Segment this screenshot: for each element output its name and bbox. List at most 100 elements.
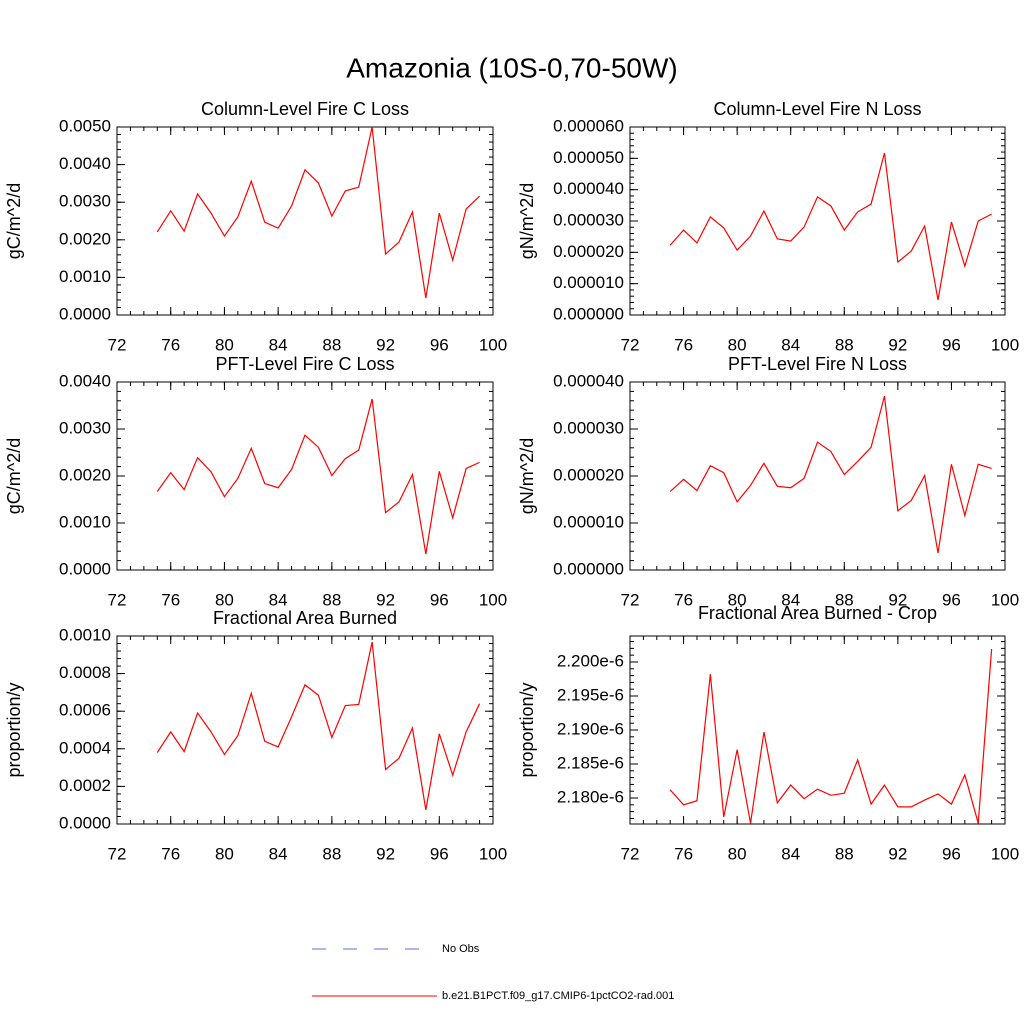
x-tick-label: 84 (781, 590, 800, 609)
plot-frame (116, 381, 494, 571)
y-tick-label: 0.0040 (59, 371, 111, 390)
y-tick-label: 0.0020 (59, 229, 111, 248)
x-tick-label: 92 (888, 590, 907, 609)
x-tick-label: 88 (835, 335, 854, 354)
x-tick-label: 76 (161, 590, 180, 609)
x-tick-label: 84 (269, 590, 288, 609)
y-tick-label: 2.200e-6 (557, 651, 624, 670)
x-tick-label: 92 (376, 590, 395, 609)
x-tick-label: 100 (991, 335, 1019, 354)
y-tick-label: 0.0010 (59, 267, 111, 286)
y-tick-label: 2.185e-6 (557, 753, 624, 772)
y-tick-label: 2.180e-6 (557, 788, 624, 807)
y-tick-label: 0.0030 (59, 418, 111, 437)
x-tick-label: 76 (674, 590, 693, 609)
x-tick-label: 92 (888, 844, 907, 863)
panel-title: PFT-Level Fire N Loss (728, 354, 907, 374)
y-tick-label: 2.195e-6 (557, 685, 624, 704)
x-tick-label: 96 (942, 590, 961, 609)
x-tick-label: 80 (215, 844, 234, 863)
y-axis-label: gN/m^2/d (517, 438, 537, 514)
x-tick-label: 92 (376, 844, 395, 863)
y-axis-label: gN/m^2/d (517, 183, 537, 259)
panel-title: Fractional Area Burned (213, 608, 397, 628)
y-axis-label: gC/m^2/d (4, 183, 24, 259)
y-tick-label: 0.000000 (553, 559, 624, 578)
figure-title: Amazonia (10S-0,70-50W) (346, 52, 677, 83)
x-tick-label: 96 (430, 844, 449, 863)
x-tick-label: 92 (376, 335, 395, 354)
data-line (669, 152, 992, 301)
plot-frame (629, 635, 1006, 825)
plot-frame (116, 126, 494, 316)
data-line (156, 398, 480, 555)
y-tick-label: 0.0000 (59, 304, 111, 323)
x-tick-label: 100 (479, 590, 507, 609)
x-tick-label: 100 (479, 335, 507, 354)
y-tick-label: 0.0000 (59, 813, 111, 832)
x-tick-label: 92 (888, 335, 907, 354)
x-tick-label: 96 (430, 335, 449, 354)
y-tick-label: 0.000030 (553, 210, 624, 229)
x-tick-label: 76 (674, 335, 693, 354)
y-tick-label: 0.000020 (553, 465, 624, 484)
x-tick-label: 84 (269, 844, 288, 863)
y-tick-label: 0.000050 (553, 148, 624, 167)
y-tick-label: 0.000040 (553, 179, 624, 198)
data-line (669, 649, 993, 824)
x-tick-label: 96 (430, 590, 449, 609)
x-tick-label: 88 (835, 590, 854, 609)
panel-title: Fractional Area Burned - Crop (698, 603, 937, 623)
y-tick-label: 0.0020 (59, 465, 111, 484)
x-tick-label: 72 (621, 844, 640, 863)
x-tick-label: 72 (108, 335, 127, 354)
x-tick-label: 88 (322, 335, 341, 354)
x-tick-label: 76 (161, 844, 180, 863)
x-tick-label: 80 (728, 844, 747, 863)
x-tick-label: 72 (621, 590, 640, 609)
y-tick-label: 2.190e-6 (557, 719, 624, 738)
y-tick-label: 0.0050 (59, 116, 111, 135)
plot-frame (116, 635, 494, 825)
legend-label: No Obs (442, 943, 480, 955)
y-tick-label: 0.0008 (59, 663, 111, 682)
x-tick-label: 88 (322, 590, 341, 609)
x-tick-label: 96 (942, 335, 961, 354)
x-tick-label: 84 (269, 335, 288, 354)
x-tick-label: 88 (322, 844, 341, 863)
y-tick-label: 0.0000 (59, 559, 111, 578)
panel-title: Column-Level Fire N Loss (713, 99, 921, 119)
y-tick-label: 0.000010 (553, 273, 624, 292)
x-tick-label: 100 (991, 590, 1019, 609)
y-axis-label: gC/m^2/d (4, 438, 24, 514)
y-tick-label: 0.000030 (553, 418, 624, 437)
y-tick-label: 0.0010 (59, 625, 111, 644)
legend-label: b.e21.B1PCT.f09_g17.CMIP6-1pctCO2-rad.00… (442, 990, 674, 1002)
y-tick-label: 0.000020 (553, 242, 624, 261)
x-tick-label: 100 (991, 844, 1019, 863)
y-tick-label: 0.0004 (59, 738, 111, 757)
y-axis-label: proportion/y (517, 682, 537, 777)
x-tick-label: 76 (161, 335, 180, 354)
x-tick-label: 80 (728, 335, 747, 354)
y-tick-label: 0.0010 (59, 512, 111, 531)
x-tick-label: 72 (621, 335, 640, 354)
y-tick-label: 0.0040 (59, 154, 111, 173)
data-line (669, 395, 992, 554)
x-tick-label: 72 (108, 844, 127, 863)
y-axis-label: proportion/y (4, 682, 24, 777)
x-tick-label: 80 (728, 590, 747, 609)
x-tick-label: 84 (781, 335, 800, 354)
x-tick-label: 72 (108, 590, 127, 609)
y-tick-label: 0.0006 (59, 701, 111, 720)
y-tick-label: 0.000010 (553, 512, 624, 531)
plot-frame (629, 381, 1006, 571)
y-tick-label: 0.0002 (59, 776, 111, 795)
y-tick-label: 0.000060 (553, 116, 624, 135)
data-line (156, 126, 480, 299)
y-tick-label: 0.000000 (553, 304, 624, 323)
data-line (156, 641, 481, 811)
x-tick-label: 88 (835, 844, 854, 863)
x-tick-label: 76 (674, 844, 693, 863)
